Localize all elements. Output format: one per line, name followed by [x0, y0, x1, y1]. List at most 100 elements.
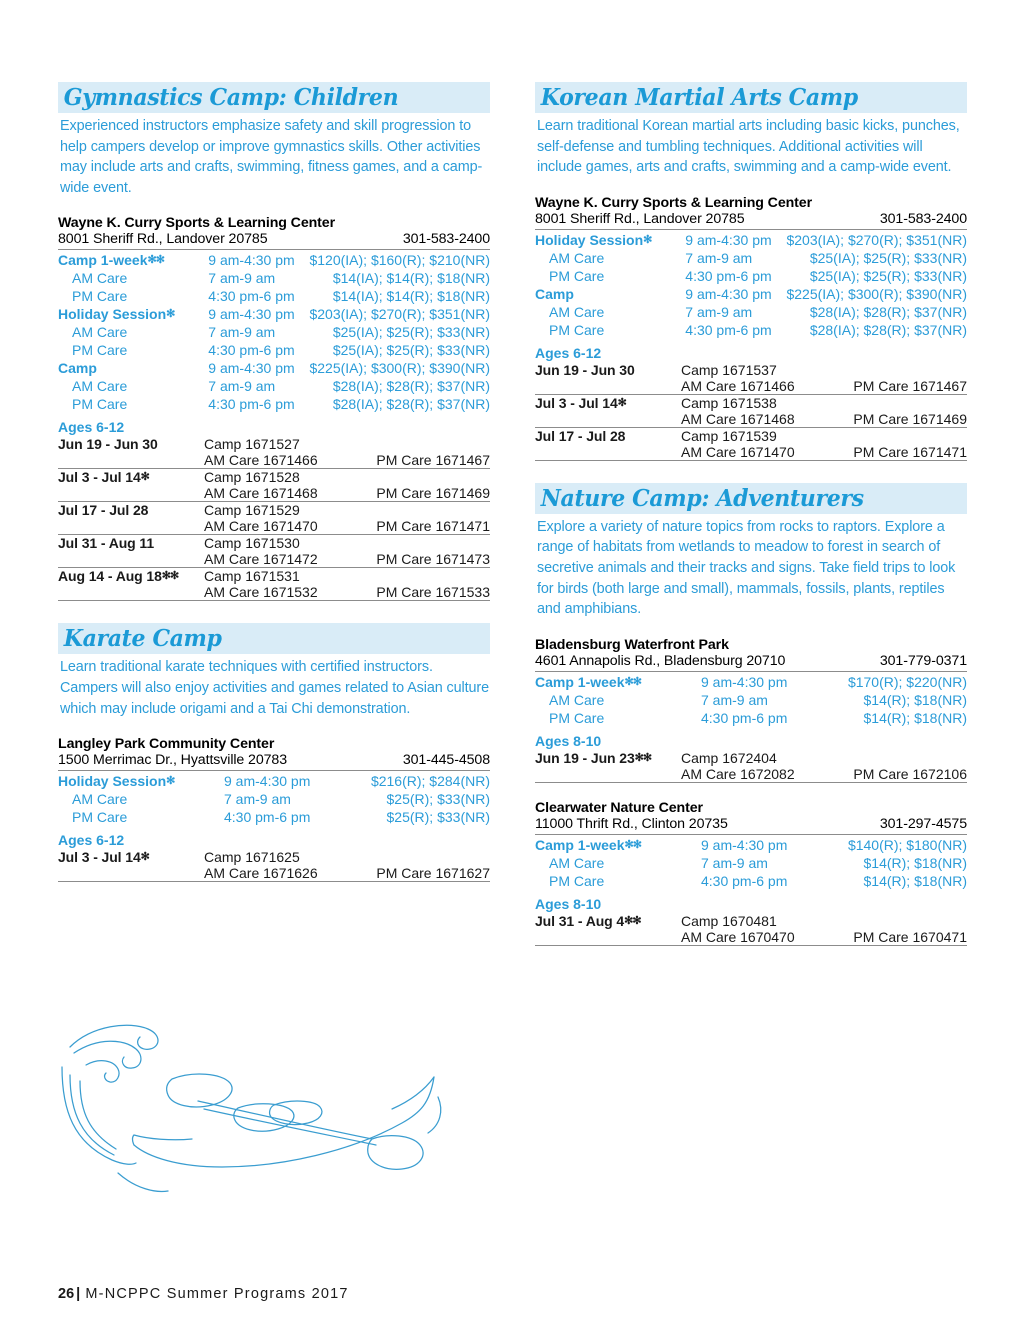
ages-label: Ages 6-12: [58, 832, 125, 849]
price-label: AM Care: [58, 269, 208, 287]
session-row: Jul 3 - Jul 14✻ Camp 1671625 AM Care 16716…: [58, 849, 490, 882]
venue-name: Bladensburg Waterfront Park: [535, 636, 729, 653]
price-time: 9 am-4:30 pm: [701, 836, 788, 853]
session-row: Jul 31 - Aug 4✻✻ Camp 1670481 AM Care 1670…: [535, 913, 967, 946]
session-dates-text: Jul 31 - Aug 4: [535, 912, 625, 929]
session-marker-icon: ✻: [617, 396, 627, 409]
price-label: AM Care: [58, 790, 224, 808]
venue-phone[interactable]: 301-583-2400: [879, 210, 967, 227]
price-time: 7 am-9 am: [208, 324, 276, 341]
camp-title-banner: Karate Camp: [58, 623, 490, 655]
price-label: Holiday Session✻: [58, 772, 224, 790]
session-marker-icon: ✻✻: [624, 914, 641, 927]
camp-title: Karate Camp: [63, 625, 222, 653]
session-pm-code: PM Care 1671471: [376, 518, 490, 535]
session-camp-code: Camp 1671531: [204, 568, 300, 585]
session-pm-code: PM Care 1670471: [853, 928, 967, 945]
price-label-text: Camp: [535, 285, 574, 302]
price-label-text: Holiday Session: [58, 773, 167, 790]
sessions-table: Jul 3 - Jul 14✻ Camp 1671625 AM Care 16716…: [58, 849, 490, 882]
session-am-code: AM Care 1671468: [681, 410, 795, 427]
price-label-text: Camp: [58, 360, 97, 377]
price-fee: $25(IA); $25(R); $33(NR): [332, 342, 490, 359]
price-label-text: PM Care: [72, 396, 128, 413]
session-dates: Jul 3 - Jul 14✻: [58, 849, 204, 882]
price-fee: $140(R); $180(NR): [847, 836, 967, 853]
price-fee: $28(IA); $28(R); $37(NR): [332, 396, 490, 413]
session-codes: Camp 1671529 AM Care 1671470 PM Care 16714…: [204, 502, 490, 535]
ages-label: Ages 8-10: [535, 732, 602, 749]
session-row: Jul 31 - Aug 11 Camp 1671530 AM Care 16714…: [58, 535, 490, 568]
price-marker-icon: ✻: [643, 233, 652, 246]
session-dates: Aug 14 - Aug 18✻✻: [58, 568, 204, 601]
price-label-text: AM Care: [549, 854, 605, 871]
session-am-code: AM Care 1670470: [681, 928, 795, 945]
price-label-text: Holiday Session: [58, 306, 167, 323]
price-label: AM Care: [535, 303, 685, 321]
price-label-text: AM Care: [549, 303, 605, 320]
session-care-codes: AM Care 1671472 PM Care 1671473: [204, 551, 490, 567]
price-row: PM Care 4:30 pm-6 pm $25(IA); $25(R); $33(…: [58, 341, 490, 359]
price-label: PM Care: [535, 321, 685, 339]
session-row: Jul 17 - Jul 28 Camp 1671539 AM Care 16714…: [535, 427, 967, 461]
left-column: Gymnastics Camp: Children Experienced ins…: [58, 82, 490, 882]
price-label-text: Camp 1-week: [58, 252, 148, 269]
price-row: AM Care 7 am-9 am $14(IA); $14(R); $18(NR): [58, 269, 490, 287]
session-pm-code: PM Care 1671533: [376, 584, 490, 601]
ages-label: Ages 6-12: [535, 344, 602, 361]
session-dates: Jun 19 - Jun 23✻✻: [535, 750, 681, 783]
session-am-code: AM Care 1671472: [204, 551, 318, 568]
price-time: 4:30 pm-6 pm: [208, 288, 295, 305]
camp-title: Gymnastics Camp: Children: [63, 84, 399, 111]
session-pm-code: PM Care 1671467: [853, 377, 967, 394]
venue-address-line: 4601 Annapolis Rd., Bladensburg 20710 301…: [535, 653, 967, 672]
price-time: 7 am-9 am: [208, 378, 276, 395]
price-label: PM Care: [58, 808, 224, 826]
venue-name: Wayne K. Curry Sports & Learning Center: [535, 194, 813, 211]
price-label-text: PM Care: [549, 267, 605, 284]
session-dates-text: Jun 19 - Jun 30: [535, 361, 635, 378]
camp-title: Korean Martial Arts Camp: [540, 84, 858, 111]
session-am-code: AM Care 1672082: [681, 765, 795, 782]
price-marker-icon: ✻✻: [624, 675, 641, 688]
venue-phone[interactable]: 301-445-4508: [402, 752, 490, 769]
price-label: PM Care: [535, 872, 701, 890]
venue-name: Clearwater Nature Center: [535, 799, 703, 816]
venue-phone[interactable]: 301-297-4575: [879, 815, 967, 832]
price-time: 7 am-9 am: [685, 303, 753, 320]
session-camp-code: Camp 1672404: [681, 749, 777, 766]
session-codes: Camp 1671531 AM Care 1671532 PM Care 16715…: [204, 568, 490, 601]
price-row: PM Care 4:30 pm-6 pm $14(IA); $14(R); $18(…: [58, 287, 490, 305]
price-label: Camp: [535, 285, 685, 303]
price-fee: $225(IA); $300(R); $390(NR): [309, 360, 490, 377]
price-label-text: AM Care: [549, 691, 605, 708]
session-care-codes: AM Care 1671466 PM Care 1671467: [204, 452, 490, 468]
session-row: Jun 19 - Jun 30 Camp 1671537 AM Care 16714…: [535, 362, 967, 395]
session-camp-code: Camp 1670481: [681, 912, 777, 929]
venue-phone[interactable]: 301-779-0371: [879, 652, 967, 669]
session-dates-text: Jul 3 - Jul 14: [58, 469, 141, 486]
price-fee: $28(IA); $28(R); $37(NR): [809, 303, 967, 320]
session-dates-text: Jun 19 - Jun 23: [535, 749, 635, 766]
session-codes: Camp 1671528 AM Care 1671468 PM Care 16714…: [204, 469, 490, 502]
price-label: Camp 1-week✻✻: [58, 251, 208, 269]
venue-phone[interactable]: 301-583-2400: [402, 231, 490, 248]
session-camp-code: Camp 1671528: [204, 469, 300, 486]
price-fee: $14(R); $18(NR): [863, 872, 967, 889]
page-footer: 26 | M-NCPPC Summer Programs 2017: [58, 1286, 349, 1302]
price-time: 9 am-4:30 pm: [208, 360, 295, 377]
price-label: PM Care: [535, 709, 701, 727]
price-fee: $120(IA); $160(R); $210(NR): [309, 252, 490, 269]
session-camp-code: Camp 1671530: [204, 535, 300, 552]
session-am-code: AM Care 1671626: [204, 865, 318, 882]
price-label-text: AM Care: [72, 791, 128, 808]
price-label: AM Care: [58, 323, 208, 341]
session-camp-code: Camp 1671538: [681, 394, 777, 411]
price-table: Holiday Session✻ 9 am-4:30 pm $203(IA); $2…: [535, 231, 967, 339]
price-fee: $170(R); $220(NR): [847, 673, 967, 690]
price-marker-icon: ✻✻: [624, 838, 641, 851]
session-pm-code: PM Care 1671471: [853, 443, 967, 460]
price-time: 4:30 pm-6 pm: [208, 396, 295, 413]
session-row: Jun 19 - Jun 30 Camp 1671527 AM Care 16714…: [58, 436, 490, 469]
price-row: AM Care 7 am-9 am $28(IA); $28(R); $37(NR): [58, 377, 490, 395]
